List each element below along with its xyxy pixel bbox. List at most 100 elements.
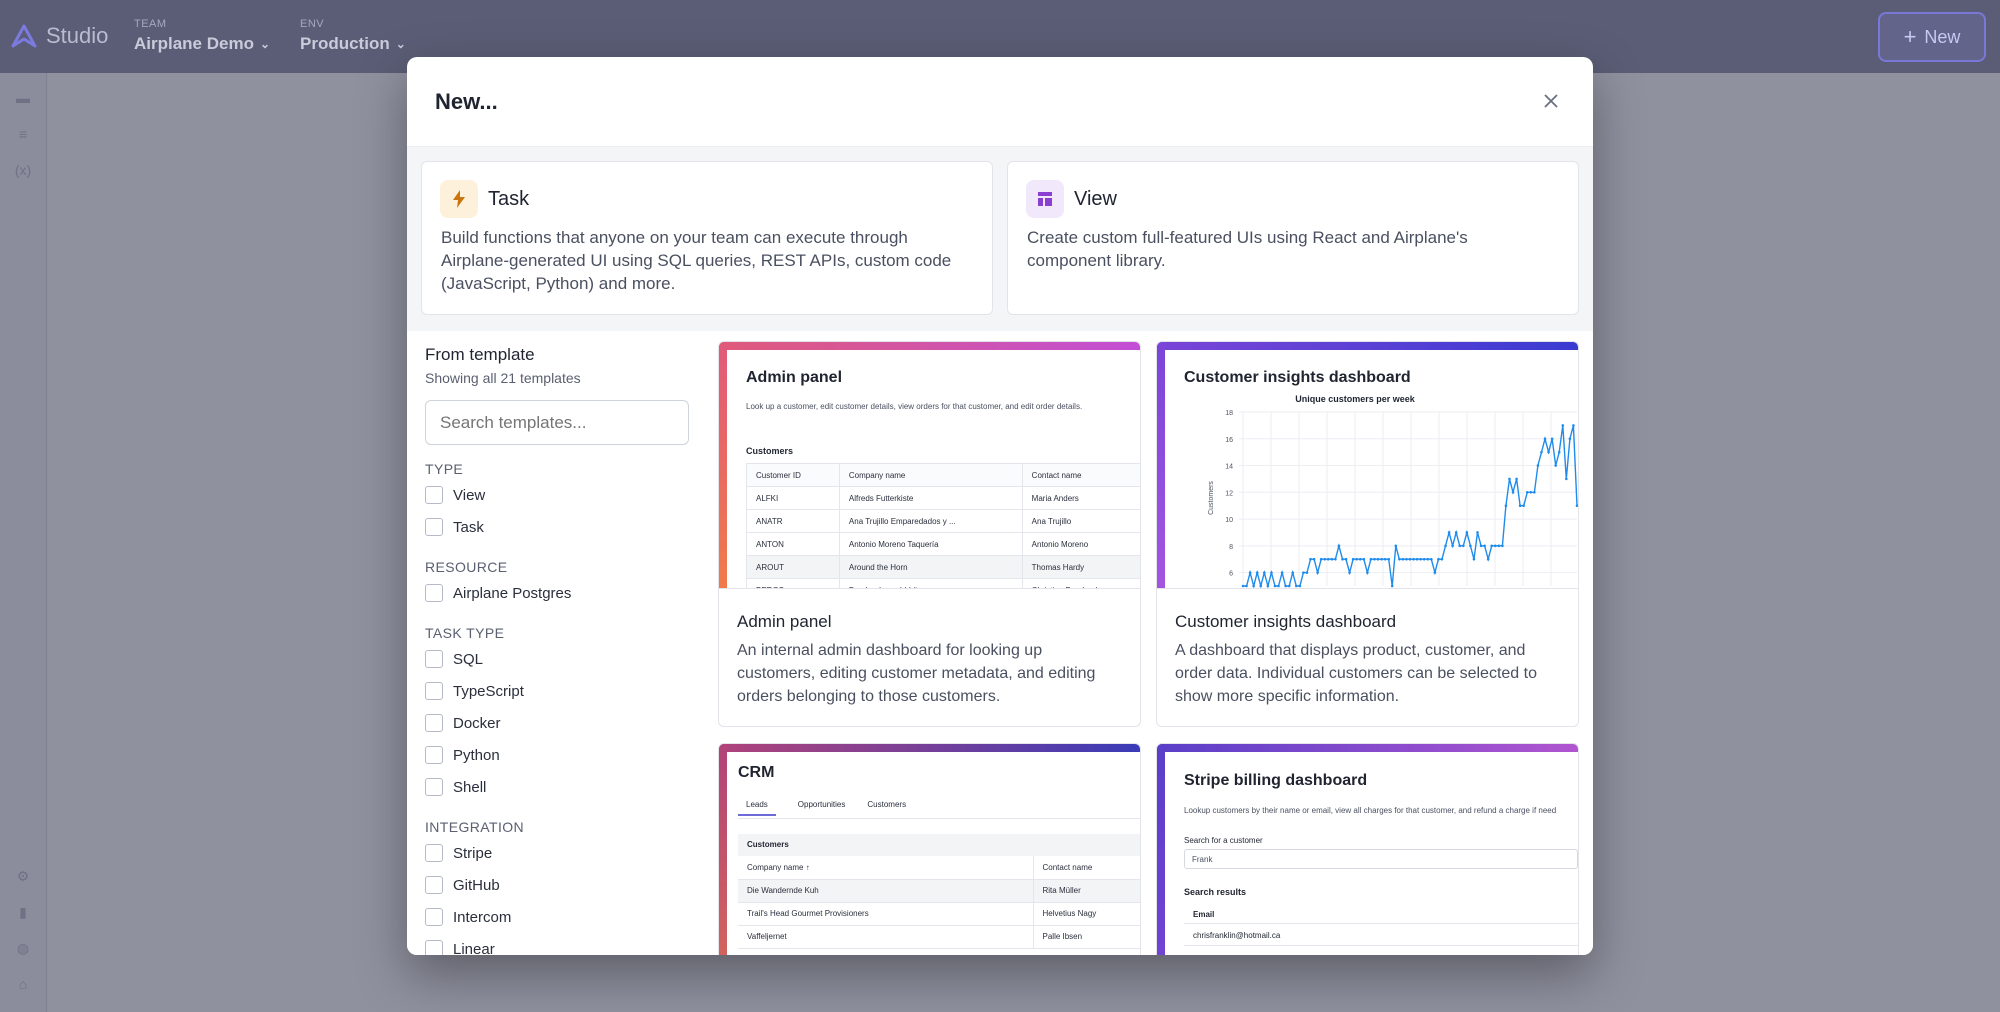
checkbox[interactable]	[425, 940, 443, 955]
chart-y-tick: 8	[1229, 544, 1233, 551]
preview-table: Company name ↑ Contact name Die Wandernde…	[738, 856, 1140, 949]
chart-point	[1501, 544, 1504, 548]
chart-point	[1291, 571, 1295, 574]
globe-icon[interactable]: ◍	[16, 940, 30, 956]
chart-point	[1444, 544, 1447, 548]
preview-cell: Ana Trujillo	[1022, 509, 1140, 533]
preview-cell: Thomas Hardy	[1022, 555, 1140, 579]
preview-cell: Vaffeljernet	[738, 925, 1034, 949]
chart-point	[1259, 584, 1263, 588]
gear-icon[interactable]: ⚙	[16, 868, 30, 884]
modal-title: New...	[435, 89, 498, 114]
preview-col: Contact name	[1022, 463, 1140, 487]
chart-point	[1394, 544, 1398, 548]
chart-point	[1547, 450, 1550, 454]
checkbox[interactable]	[425, 844, 443, 862]
preview-cell: Christina Berglund	[1022, 578, 1140, 588]
chart-point	[1461, 544, 1465, 548]
checkbox[interactable]	[425, 746, 443, 764]
preview-cell: Trail's Head Gourmet Provisioners	[738, 902, 1034, 926]
chart-point	[1280, 571, 1284, 574]
env-switcher[interactable]: ENV Production ⌄	[300, 18, 406, 54]
view-card[interactable]: View Create custom full-featured UIs usi…	[1007, 161, 1579, 315]
checkbox[interactable]	[425, 682, 443, 700]
chart-point	[1433, 571, 1437, 574]
filter-typescript[interactable]: TypeScript	[425, 675, 695, 707]
template-card-admin-panel[interactable]: Admin panel Look up a customer, edit cus…	[718, 341, 1141, 727]
filters-subtitle: Showing all 21 templates	[425, 370, 581, 386]
task-card[interactable]: Task Build functions that anyone on your…	[421, 161, 993, 315]
chevron-down-icon: ⌄	[259, 37, 271, 51]
chart-point	[1522, 504, 1526, 507]
resource-group-label: RESOURCE	[425, 559, 508, 575]
filter-docker[interactable]: Docker	[425, 707, 695, 739]
home-icon[interactable]: ⌂	[18, 976, 28, 992]
chart-point	[1401, 557, 1405, 561]
chart-point	[1440, 557, 1444, 561]
filter-python[interactable]: Python	[425, 739, 695, 771]
bolt-icon	[440, 180, 478, 218]
preview-cell: Around the Horn	[839, 555, 1023, 579]
template-search-input[interactable]	[425, 400, 689, 445]
preview-cell: ANATR	[746, 509, 840, 533]
filter-github[interactable]: GitHub	[425, 869, 695, 901]
checkbox[interactable]	[425, 486, 443, 504]
preview-title: Customer insights dashboard	[1184, 369, 1411, 386]
chart-point	[1408, 557, 1412, 561]
chart-point	[1326, 557, 1330, 561]
template-card-crm[interactable]: CRM Leads Opportunities Customers Custom…	[718, 743, 1141, 955]
chart-point	[1294, 584, 1298, 588]
env-label: ENV	[300, 18, 325, 30]
template-card-stripe-billing[interactable]: Stripe billing dashboard Lookup customer…	[1156, 743, 1579, 955]
chart-point	[1458, 544, 1462, 548]
chart-point	[1422, 557, 1426, 561]
chart-point	[1415, 557, 1419, 561]
checkbox[interactable]	[425, 876, 443, 894]
checkbox[interactable]	[425, 778, 443, 796]
chart-point	[1383, 557, 1387, 561]
new-button[interactable]: + New	[1878, 12, 1986, 62]
type-group-label: TYPE	[425, 461, 464, 477]
chart-point	[1490, 544, 1494, 548]
checkbox[interactable]	[425, 650, 443, 668]
close-icon[interactable]	[1541, 91, 1561, 111]
book-icon[interactable]: ▮	[19, 904, 27, 920]
checkbox[interactable]	[425, 584, 443, 602]
brand[interactable]: Studio	[10, 22, 108, 50]
filter-stripe[interactable]: Stripe	[425, 837, 695, 869]
filter-label: Intercom	[453, 908, 512, 926]
chart-point	[1575, 504, 1578, 507]
preview-cell: ANTON	[746, 532, 840, 556]
filter-sql[interactable]: SQL	[425, 643, 695, 675]
chart-point	[1351, 557, 1355, 561]
preview-col: Email	[1184, 904, 1578, 924]
template-card-customer-insights[interactable]: Customer insights dashboard Unique custo…	[1156, 341, 1579, 727]
folder-icon[interactable]: ▬	[16, 90, 30, 106]
chart-y-label: Customers	[1208, 481, 1215, 515]
chart-point	[1330, 557, 1334, 561]
database-icon[interactable]: ≡	[18, 126, 28, 142]
chart-point	[1316, 571, 1319, 574]
chart-point	[1387, 557, 1390, 561]
filter-linear[interactable]: Linear	[425, 933, 695, 955]
template-preview: Stripe billing dashboard Lookup customer…	[1157, 744, 1578, 955]
template-name: Customer insights dashboard	[1175, 612, 1397, 631]
team-switcher[interactable]: TEAM Airplane Demo ⌄	[134, 18, 270, 54]
filter-task[interactable]: Task	[425, 511, 695, 543]
checkbox[interactable]	[425, 714, 443, 732]
filter-label: SQL	[453, 650, 484, 668]
chart-point	[1472, 557, 1476, 561]
chart-point	[1323, 557, 1327, 561]
filter-airplane-postgres[interactable]: Airplane Postgres	[425, 577, 695, 609]
checkbox[interactable]	[425, 908, 443, 926]
variables-icon[interactable]: (x)	[14, 162, 32, 178]
chart-point	[1369, 557, 1373, 561]
preview-cell: ALFKI	[746, 486, 840, 510]
chart-title: Unique customers per week	[1295, 394, 1416, 404]
filter-intercom[interactable]: Intercom	[425, 901, 695, 933]
chart-point	[1469, 544, 1472, 548]
checkbox[interactable]	[425, 518, 443, 536]
filter-view[interactable]: View	[425, 479, 695, 511]
airplane-logo-icon	[11, 24, 37, 48]
filter-shell[interactable]: Shell	[425, 771, 695, 803]
